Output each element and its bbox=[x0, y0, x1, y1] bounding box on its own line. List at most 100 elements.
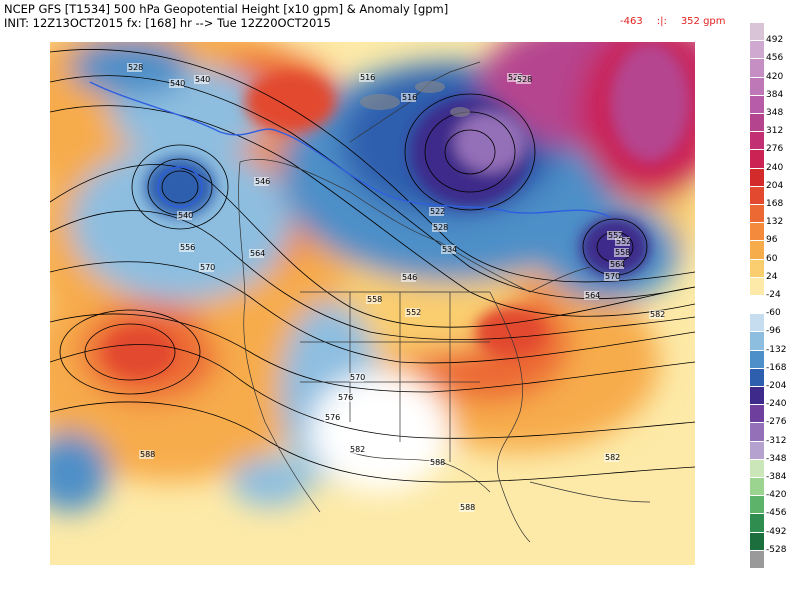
init-forecast-info: INIT: 12Z13OCT2015 fx: [168] hr --> Tue … bbox=[4, 16, 331, 30]
colorbar-swatch bbox=[750, 204, 764, 223]
height-label: 564 bbox=[610, 260, 625, 269]
colorbar-label: 132 bbox=[766, 217, 784, 228]
colorbar-swatch bbox=[750, 313, 764, 332]
colorbar-swatch bbox=[750, 22, 764, 41]
colorbar-swatch bbox=[750, 513, 764, 532]
colorbar-label: 492 bbox=[766, 35, 784, 46]
colorbar-swatch bbox=[750, 131, 764, 150]
height-label: 570 bbox=[605, 272, 620, 281]
height-label-bg bbox=[349, 445, 364, 454]
map-svg: 5285405165165225285465405565525645405225… bbox=[50, 42, 695, 565]
height-label-bg bbox=[607, 231, 622, 240]
height-label: 528 bbox=[433, 223, 448, 232]
colorbar-swatch bbox=[750, 422, 764, 441]
colorbar-label: 312 bbox=[766, 126, 784, 137]
colorbar-label: -528 bbox=[766, 544, 787, 555]
height-label-bg bbox=[516, 75, 531, 84]
height-label: 564 bbox=[250, 249, 265, 258]
height-label: 576 bbox=[325, 413, 340, 422]
height-label: 546 bbox=[255, 177, 270, 186]
height-label-bg bbox=[127, 63, 142, 72]
height-label: 540 bbox=[178, 211, 193, 220]
height-label: 576 bbox=[338, 393, 353, 402]
colorbar-swatch bbox=[750, 458, 764, 477]
colorbar-swatch bbox=[750, 549, 764, 568]
anomaly-map: 528 540 516 516 522 528 546 540 556 552 564 540 522 5… bbox=[50, 42, 695, 565]
anomaly-fill bbox=[50, 42, 695, 512]
height-label: 588 bbox=[460, 503, 475, 512]
colorbar-label: 384 bbox=[766, 89, 784, 100]
colorbar-label: -276 bbox=[766, 417, 787, 428]
height-label-bg bbox=[649, 310, 664, 319]
height-contours bbox=[50, 49, 695, 483]
colorbar-swatch bbox=[750, 58, 764, 77]
contour-540 bbox=[89, 81, 611, 218]
height-label: 552 bbox=[406, 308, 421, 317]
height-label-bg bbox=[324, 413, 339, 422]
height-label: 528 bbox=[128, 63, 143, 72]
colorbar-label: 240 bbox=[766, 162, 784, 173]
height-label: 558 bbox=[615, 248, 630, 257]
colorbar-label: 276 bbox=[766, 144, 784, 155]
height-label: 588 bbox=[140, 450, 155, 459]
range-max: 352 gpm bbox=[680, 16, 726, 27]
colorbar-label: -420 bbox=[766, 490, 787, 501]
height-label: 558 bbox=[367, 295, 382, 304]
colorbar-label: -312 bbox=[766, 435, 787, 446]
height-label-bg bbox=[199, 263, 214, 272]
height-label-bg bbox=[604, 272, 619, 281]
height-label: 564 bbox=[585, 291, 600, 300]
height-label-bg bbox=[359, 73, 374, 82]
colorbar-swatch bbox=[750, 531, 764, 550]
height-label: 552 bbox=[608, 231, 623, 240]
colorbar-swatch bbox=[750, 440, 764, 459]
height-label-bg bbox=[194, 75, 209, 84]
colorbar-swatch bbox=[750, 258, 764, 277]
colorbar-label: -384 bbox=[766, 472, 787, 482]
height-label: 528 bbox=[517, 75, 532, 84]
height-label-bg bbox=[349, 373, 364, 382]
height-label-bg bbox=[401, 273, 416, 282]
height-label: 570 bbox=[350, 373, 365, 382]
colorbar-swatch bbox=[750, 40, 764, 59]
colorbar-swatch bbox=[750, 94, 764, 113]
colorbar-swatch bbox=[750, 495, 764, 514]
height-label-bg bbox=[429, 207, 444, 216]
height-label-bg bbox=[584, 291, 599, 300]
height-label-bg bbox=[139, 450, 154, 459]
height-label: 582 bbox=[650, 310, 665, 319]
colorbar-label: -60 bbox=[766, 308, 781, 319]
height-label: 552 bbox=[616, 237, 631, 246]
height-label-bg bbox=[366, 295, 381, 304]
height-label-bg bbox=[179, 243, 194, 252]
colorbar-label: -96 bbox=[766, 326, 781, 337]
colorbar-label: -24 bbox=[766, 290, 781, 300]
colorbar-label: 60 bbox=[766, 253, 778, 264]
colorbar-label: -348 bbox=[766, 453, 787, 464]
height-label: 546 bbox=[402, 273, 417, 282]
colorbar-label: 204 bbox=[766, 180, 784, 191]
colorbar-swatch bbox=[750, 222, 764, 241]
height-label-bg bbox=[441, 245, 456, 254]
height-label-bg bbox=[429, 458, 444, 467]
height-labels: 5285405165165225285465405565525645405225… bbox=[127, 63, 665, 512]
colorbar-swatch bbox=[750, 386, 764, 405]
anomaly-range: -463:|: 352 gpm bbox=[620, 16, 740, 27]
height-label-bg bbox=[405, 308, 420, 317]
height-label: 516 bbox=[402, 93, 417, 102]
colorbar-label: -204 bbox=[766, 381, 787, 391]
colorbar-swatch bbox=[750, 149, 764, 168]
height-label-bg bbox=[169, 79, 184, 88]
height-label-bg bbox=[615, 237, 630, 246]
height-label-bg bbox=[614, 248, 629, 257]
height-label-bg bbox=[604, 453, 619, 462]
colorbar-label: -240 bbox=[766, 399, 787, 410]
height-label-bg bbox=[254, 177, 269, 186]
height-label: 540 bbox=[170, 79, 185, 88]
height-label: 534 bbox=[442, 245, 457, 254]
height-label-bg bbox=[609, 260, 624, 269]
colorbar-swatch bbox=[750, 76, 764, 95]
height-label-bg bbox=[249, 249, 264, 258]
colorbar-swatch bbox=[750, 240, 764, 259]
canadian-archipelago bbox=[360, 81, 470, 117]
